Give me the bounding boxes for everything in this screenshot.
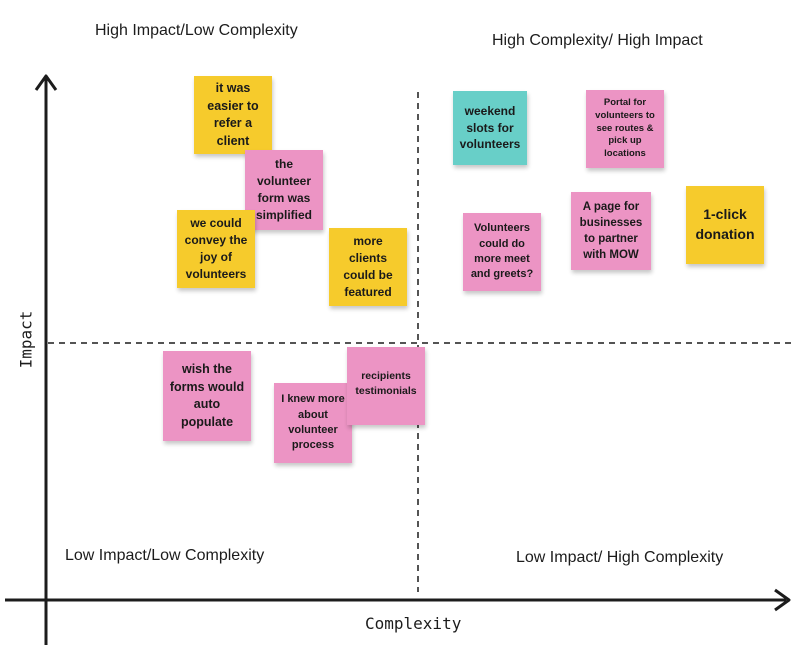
y-axis-label: Impact [16,310,36,369]
sticky-note-text: I knew more about volunteer process [281,393,345,452]
sticky-note-text: we could convey the joy of volunteers [184,216,248,281]
sticky-note-text: wish the forms would auto populate [169,362,245,429]
sticky-note-portal-routes[interactable]: Portal for volunteers to see routes & pi… [586,90,664,168]
quadrant-label-bottom-right: Low Impact/ High Complexity [516,549,724,566]
sticky-note-text: A page for businesses to partner with MO… [579,200,643,262]
sticky-note-text: more clients could be featured [343,234,393,299]
sticky-note-text: the volunteer form was simplified [255,157,312,222]
sticky-note-text: Volunteers could do more meet and greets… [470,222,534,281]
y-axis-arrowhead [34,74,58,91]
sticky-note-one-click[interactable]: 1-click donation [686,186,764,264]
sticky-note-volunteer-process[interactable]: I knew more about volunteer process [274,383,352,463]
quadrant-label-bottom-left: Low Impact/Low Complexity [65,547,265,564]
sticky-note-meet-greets[interactable]: Volunteers could do more meet and greets… [463,213,541,291]
sticky-note-business-page[interactable]: A page for businesses to partner with MO… [571,192,651,270]
sticky-note-text: Portal for volunteers to see routes & pi… [595,96,655,160]
quadrant-label-top-right: High Complexity/ High Impact [492,32,703,49]
sticky-note-clients-featured[interactable]: more clients could be featured [329,228,407,306]
sticky-note-text: it was easier to refer a client [207,81,259,148]
sticky-note-convey-joy[interactable]: we could convey the joy of volunteers [177,210,255,288]
sticky-note-auto-populate[interactable]: wish the forms would auto populate [163,351,251,441]
sticky-note-weekend-slots[interactable]: weekend slots for volunteers [453,91,527,165]
sticky-note-text: weekend slots for volunteers [459,103,521,152]
x-axis-arrowhead [774,588,791,612]
sticky-note-testimonials[interactable]: recipients testimonials [347,347,425,425]
x-axis-label: Complexity [365,614,462,633]
sticky-note-text: 1-click donation [695,206,755,242]
sticky-note-text: recipients testimonials [355,370,417,397]
sticky-note-refer-client[interactable]: it was easier to refer a client [194,76,272,154]
sticky-note-volunteer-form[interactable]: the volunteer form was simplified [245,150,323,230]
quadrant-label-top-left: High Impact/Low Complexity [95,22,298,39]
